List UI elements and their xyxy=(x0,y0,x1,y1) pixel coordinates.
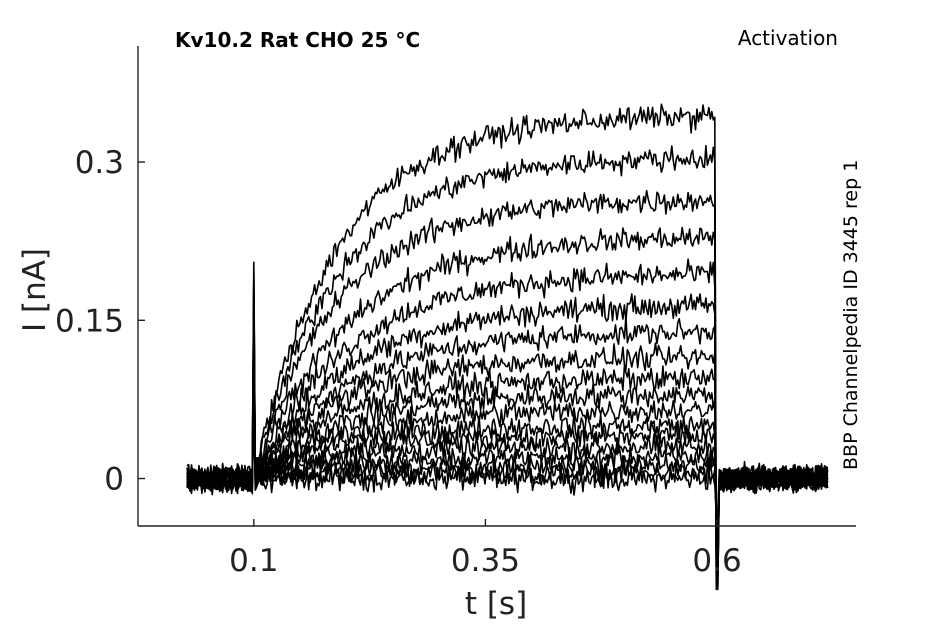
chart-title: Kv10.2 Rat CHO 25 °C xyxy=(175,28,420,52)
source-label: BBP Channelpedia ID 3445 rep 1 xyxy=(840,160,862,470)
y-tick-label: 0 xyxy=(104,462,124,498)
traces-group xyxy=(186,103,829,591)
x-axis-label: t [s] xyxy=(465,586,527,622)
current-trace-10 xyxy=(186,337,829,554)
x-tick-label: 0.6 xyxy=(692,543,741,579)
y-tick-label: 0.3 xyxy=(75,145,124,181)
y-tick-label: 0.15 xyxy=(55,303,124,339)
chart-subtitle: Activation xyxy=(738,26,838,50)
current-trace-16 xyxy=(186,189,829,581)
current-trace-14 xyxy=(186,258,828,572)
y-axis-label: I [nA] xyxy=(17,248,53,332)
y-ticks: 0 0.15 0.3 xyxy=(55,145,145,498)
x-tick-label: 0.1 xyxy=(229,543,278,579)
x-ticks: 0.1 0.35 0.6 xyxy=(229,519,742,579)
current-trace-17 xyxy=(186,144,829,586)
x-tick-label: 0.35 xyxy=(451,543,520,579)
current-trace-18 xyxy=(186,103,829,591)
